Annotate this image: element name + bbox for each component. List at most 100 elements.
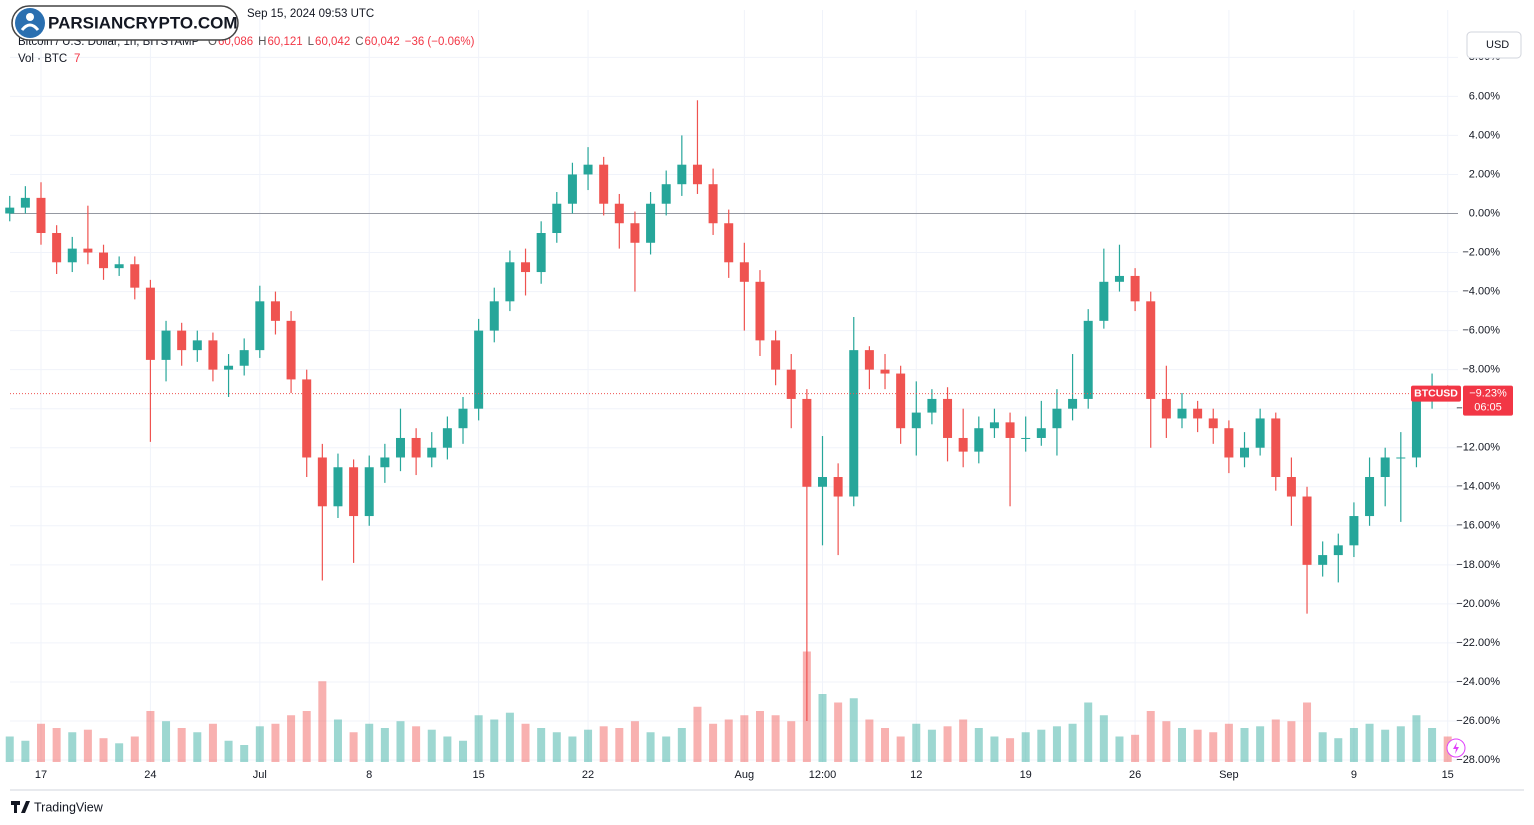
x-tick-label: 24 bbox=[144, 769, 156, 781]
volume-bar bbox=[505, 712, 514, 762]
x-tick-label: 15 bbox=[1442, 769, 1454, 781]
candle-body bbox=[83, 248, 93, 253]
change: −36 (−0.06%) bbox=[405, 36, 475, 48]
candle-body bbox=[36, 197, 46, 234]
candle-body bbox=[1286, 477, 1296, 497]
watermark-icon bbox=[15, 8, 45, 38]
y-tick-label: −26.00% bbox=[1456, 715, 1500, 727]
candle-body bbox=[661, 184, 671, 204]
volume-bar bbox=[193, 732, 202, 762]
candle-body bbox=[458, 408, 468, 429]
replay-bolt bbox=[1453, 742, 1459, 754]
volume-bar bbox=[21, 740, 30, 762]
volume-bar bbox=[37, 723, 45, 762]
volume-bar bbox=[552, 732, 561, 762]
candle-body bbox=[5, 207, 15, 214]
x-tick-label: 12 bbox=[910, 769, 922, 781]
x-tick-label: 15 bbox=[473, 769, 485, 781]
volume-bar bbox=[677, 728, 686, 762]
volume-bar bbox=[1209, 732, 1218, 762]
volume-bar bbox=[630, 721, 639, 762]
volume-bar bbox=[740, 715, 749, 762]
volume-bar bbox=[818, 694, 827, 762]
y-tick-label: −14.00% bbox=[1456, 481, 1500, 493]
volume-bar bbox=[99, 738, 108, 762]
candle-body bbox=[1130, 275, 1140, 302]
candle-body bbox=[1083, 320, 1093, 399]
volume-bar bbox=[349, 732, 358, 762]
candle-body bbox=[911, 412, 921, 429]
candle-body bbox=[1193, 408, 1203, 419]
candle-body bbox=[1036, 428, 1046, 438]
volume-bar bbox=[1349, 728, 1358, 762]
volume-bar bbox=[1021, 732, 1030, 762]
candle-body bbox=[192, 340, 202, 351]
volume-bar bbox=[1099, 715, 1108, 762]
volume-bar bbox=[943, 726, 952, 762]
y-tick-label: −28.00% bbox=[1456, 754, 1500, 766]
ohlc-key: C bbox=[355, 36, 363, 48]
candle-body bbox=[786, 369, 796, 399]
volume-label: Vol · BTC bbox=[18, 53, 67, 65]
candle-body bbox=[755, 281, 765, 341]
volume-bar bbox=[646, 732, 655, 762]
candle-body bbox=[1068, 398, 1078, 409]
candle-body bbox=[1380, 457, 1390, 478]
countdown: 06:05 bbox=[1474, 402, 1502, 414]
volume-bar bbox=[459, 740, 468, 762]
candle-body bbox=[552, 203, 562, 234]
currency-button[interactable] bbox=[1466, 31, 1522, 59]
y-tick-label: 4.00% bbox=[1469, 129, 1500, 141]
candle-body bbox=[1224, 428, 1234, 458]
x-tick-label: Aug bbox=[735, 769, 755, 781]
candle-body bbox=[427, 447, 437, 458]
candle-body bbox=[1114, 275, 1124, 282]
candle-body bbox=[317, 457, 327, 507]
ohlc-key: L bbox=[308, 36, 315, 48]
volume-value: 7 bbox=[74, 53, 80, 65]
volume-bar bbox=[5, 736, 14, 762]
candle-body bbox=[989, 422, 999, 429]
candle-body bbox=[833, 477, 843, 497]
candle-body bbox=[958, 437, 968, 452]
currency-label[interactable]: USD bbox=[1486, 39, 1509, 51]
symbol-tag bbox=[1411, 385, 1461, 402]
candle-body bbox=[20, 197, 30, 208]
volume-bar bbox=[896, 736, 905, 762]
logo-mark bbox=[11, 801, 30, 813]
candle-body bbox=[630, 223, 640, 243]
volume-bar bbox=[287, 715, 296, 762]
candle-body bbox=[67, 248, 77, 263]
volume-bar bbox=[881, 728, 890, 762]
x-tick-label: Jul bbox=[253, 769, 267, 781]
candle-body bbox=[864, 350, 874, 370]
volume-bar bbox=[146, 711, 155, 762]
candle-body bbox=[1255, 418, 1265, 448]
volume-bar bbox=[1303, 702, 1312, 762]
volume-bar bbox=[380, 728, 389, 762]
x-tick-label: Sep bbox=[1219, 769, 1239, 781]
volume-bar bbox=[130, 736, 139, 762]
candle-body bbox=[927, 398, 937, 413]
volume-bar bbox=[849, 698, 858, 762]
candle-body bbox=[1021, 437, 1031, 439]
candle-body bbox=[1333, 545, 1343, 556]
volume-bar bbox=[724, 719, 733, 762]
volume-bar bbox=[662, 736, 671, 762]
volume-bar bbox=[443, 736, 452, 762]
volume-bar bbox=[1240, 728, 1249, 762]
candle-body bbox=[1146, 301, 1156, 399]
volume-bar bbox=[1271, 719, 1280, 762]
candle-body bbox=[411, 437, 421, 458]
candle-body bbox=[474, 330, 484, 409]
candle-body bbox=[1099, 281, 1109, 321]
x-tick-label: 12:00 bbox=[809, 769, 837, 781]
candle-body bbox=[395, 437, 405, 458]
candle-body bbox=[849, 350, 859, 497]
y-tick-label: 0.00% bbox=[1469, 207, 1500, 219]
candle-body bbox=[1396, 457, 1406, 459]
candle-body bbox=[1411, 398, 1421, 458]
volume-bar bbox=[865, 719, 874, 762]
volume-bar bbox=[412, 726, 421, 762]
